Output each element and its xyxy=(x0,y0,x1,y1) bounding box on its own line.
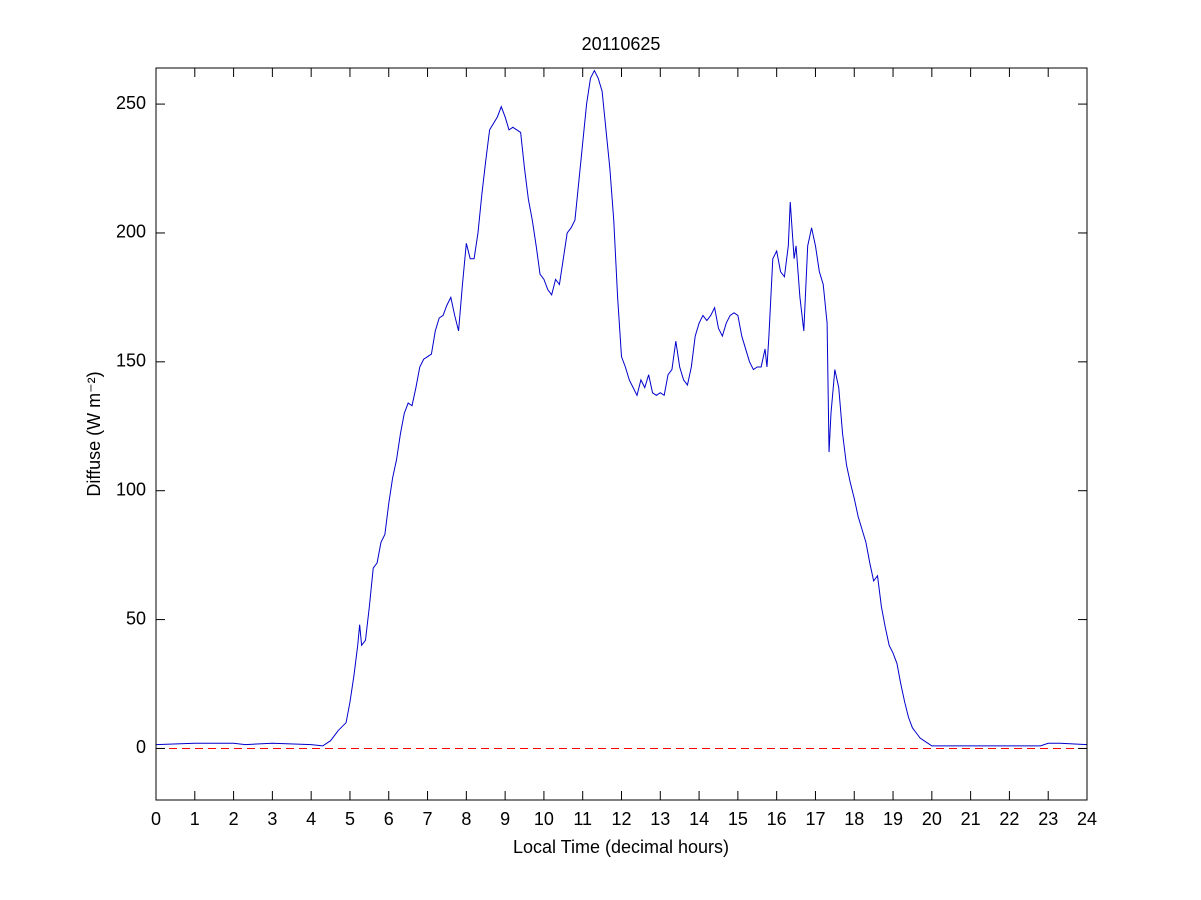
x-axis-label: Local Time (decimal hours) xyxy=(513,837,729,857)
x-tick-label: 9 xyxy=(500,809,510,829)
x-tick-label: 2 xyxy=(229,809,239,829)
x-tick-label: 20 xyxy=(922,809,942,829)
data-line xyxy=(155,69,1088,747)
x-tick-label: 18 xyxy=(844,809,864,829)
x-tick-label: 1 xyxy=(190,809,200,829)
x-tick-label: 22 xyxy=(999,809,1019,829)
x-tick-label: 7 xyxy=(423,809,433,829)
x-tick-label: 23 xyxy=(1038,809,1058,829)
x-tick-label: 4 xyxy=(306,809,316,829)
x-tick-label: 15 xyxy=(728,809,748,829)
x-tick-label: 17 xyxy=(805,809,825,829)
x-tick-label: 6 xyxy=(384,809,394,829)
x-tick-label: 24 xyxy=(1077,809,1097,829)
y-tick-label: 0 xyxy=(136,737,146,757)
y-tick-label: 50 xyxy=(126,608,146,628)
x-tick-label: 16 xyxy=(767,809,787,829)
x-tick-label: 5 xyxy=(345,809,355,829)
y-tick-label: 100 xyxy=(116,479,146,499)
y-tick-label: 150 xyxy=(116,351,146,371)
x-tick-label: 11 xyxy=(573,809,592,829)
x-tick-label: 19 xyxy=(883,809,903,829)
x-tick-label: 13 xyxy=(650,809,670,829)
y-tick-label: 250 xyxy=(116,93,146,113)
y-axis-label: Diffuse (W m⁻²) xyxy=(84,371,104,496)
x-tick-label: 0 xyxy=(151,809,161,829)
x-tick-label: 8 xyxy=(461,809,471,829)
y-tick-label: 200 xyxy=(116,222,146,242)
x-tick-label: 14 xyxy=(689,809,709,829)
x-tick-label: 10 xyxy=(534,809,554,829)
x-tick-label: 3 xyxy=(267,809,277,829)
x-tick-label: 12 xyxy=(611,809,631,829)
chart-title: 20110625 xyxy=(582,34,661,54)
x-tick-label: 21 xyxy=(961,809,981,829)
